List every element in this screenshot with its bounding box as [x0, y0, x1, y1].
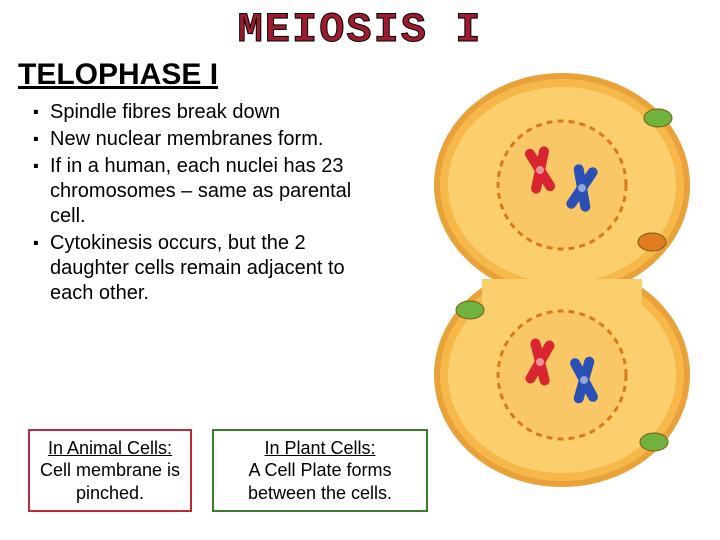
info-box-body: Cell membrane is pinched. [40, 459, 180, 504]
info-box-heading: In Animal Cells: [40, 437, 180, 460]
info-box-heading: In Plant Cells: [224, 437, 416, 460]
animal-cell-box: In Animal Cells:Cell membrane is pinched… [28, 429, 192, 513]
page-title: MEIOSIS I [0, 0, 720, 54]
bullet-item: New nuclear membranes form. [32, 127, 390, 152]
bullet-item: Cytokinesis occurs, but the 2 daughter c… [32, 231, 390, 306]
cell-diagram [422, 70, 702, 490]
info-box-row: In Animal Cells:Cell membrane is pinched… [28, 429, 428, 513]
bullet-list: Spindle fibres break downNew nuclear mem… [0, 92, 390, 306]
info-box-body: A Cell Plate forms between the cells. [224, 459, 416, 504]
bullet-item: Spindle fibres break down [32, 100, 390, 125]
bullet-item: If in a human, each nuclei has 23 chromo… [32, 154, 390, 229]
plant-cell-box: In Plant Cells:A Cell Plate forms betwee… [212, 429, 428, 513]
